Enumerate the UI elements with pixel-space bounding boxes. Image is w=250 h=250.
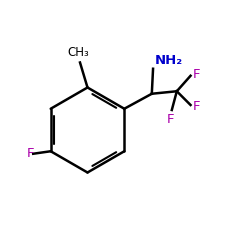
Text: F: F — [167, 113, 174, 126]
Text: CH₃: CH₃ — [68, 46, 90, 60]
Text: NH₂: NH₂ — [154, 54, 182, 67]
Text: F: F — [192, 68, 200, 81]
Text: F: F — [192, 100, 200, 113]
Text: F: F — [26, 147, 34, 160]
